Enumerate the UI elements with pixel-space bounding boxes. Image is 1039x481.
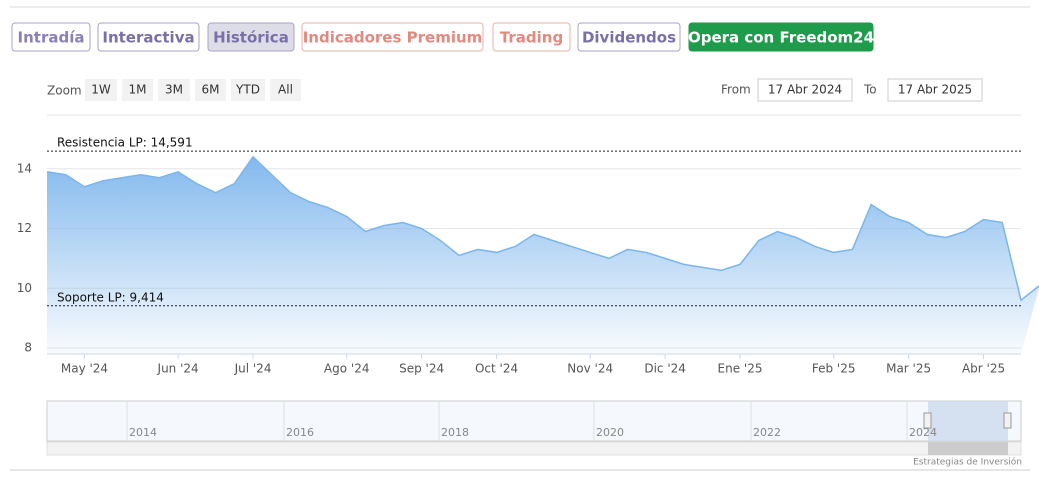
to-label: To	[863, 83, 877, 97]
x-tick-label: Nov '24	[567, 362, 613, 376]
navigator-year: 2024	[909, 426, 937, 439]
tab[interactable]	[11, 22, 91, 52]
tab-label[interactable]: Indicadores Premium	[303, 29, 483, 47]
from-label: From	[721, 83, 751, 97]
y-tick-label: 8	[24, 341, 32, 355]
zoom-button[interactable]	[85, 79, 117, 101]
tab-label[interactable]: Trading	[500, 29, 563, 47]
navigator-year: 2020	[596, 426, 624, 439]
navigator-handle[interactable]	[923, 412, 932, 429]
x-tick-label: Dic '24	[644, 362, 686, 376]
zoom-button-label[interactable]: 6M	[202, 83, 220, 97]
from-date[interactable]: 17 Abr 2024	[768, 83, 842, 97]
zoom-button[interactable]	[158, 79, 190, 101]
to-date[interactable]: 17 Abr 2025	[898, 83, 972, 97]
scrollbar[interactable]	[46, 441, 1022, 456]
navigator-year: 2014	[129, 426, 157, 439]
y-tick-label: 12	[17, 221, 32, 235]
tab[interactable]	[301, 22, 484, 52]
tab-label[interactable]: Interactiva	[102, 29, 194, 47]
navigator-year: 2016	[286, 426, 314, 439]
level-label: Resistencia LP: 14,591	[57, 136, 193, 150]
navigator-selection	[928, 401, 1008, 441]
navigator-handle[interactable]	[1003, 412, 1012, 429]
x-tick-label: Ene '25	[718, 362, 763, 376]
zoom-button[interactable]	[270, 79, 301, 101]
x-tick-label: Mar '25	[886, 362, 931, 376]
navigator-year: 2022	[753, 426, 781, 439]
credit: Estrategias de Inversión	[913, 457, 1022, 468]
x-tick-label: May '24	[61, 362, 108, 376]
x-tick-label: Sep '24	[399, 362, 444, 376]
tab[interactable]	[492, 22, 571, 52]
scrollbar-thumb[interactable]	[928, 442, 1008, 455]
x-tick-label: Jul '24	[234, 362, 272, 376]
x-tick-label: Ago '24	[324, 362, 370, 376]
zoom-button-label[interactable]: YTD	[235, 83, 260, 97]
zoom-button[interactable]	[231, 79, 265, 101]
tab[interactable]	[97, 22, 200, 52]
zoom-button[interactable]	[195, 79, 226, 101]
zoom-button-label[interactable]: 3M	[165, 83, 183, 97]
area	[47, 156, 1039, 354]
tab[interactable]	[577, 22, 681, 52]
line	[46, 155, 1039, 302]
tab[interactable]	[207, 22, 295, 52]
x-tick-label: Oct '24	[475, 362, 518, 376]
zoom-button-label[interactable]: All	[278, 83, 293, 97]
zoom-button-label[interactable]: 1W	[91, 83, 111, 97]
date-input[interactable]	[757, 78, 853, 102]
navigator	[46, 400, 1022, 442]
tab-label[interactable]: Dividendos	[582, 29, 676, 47]
y-tick-label: 10	[17, 281, 32, 295]
zoom-button[interactable]	[122, 79, 153, 101]
level-label: Soporte LP: 9,414	[57, 290, 164, 304]
x-tick-label: Abr '25	[962, 362, 1005, 376]
zoom-button-label[interactable]: 1M	[129, 83, 147, 97]
tab-label[interactable]: Opera con Freedom24	[688, 29, 874, 47]
x-tick-label: Feb '25	[812, 362, 856, 376]
zoom-label: Zoom	[47, 84, 82, 98]
y-tick-label: 14	[17, 161, 32, 175]
tab-label[interactable]: Intradía	[18, 29, 85, 47]
navigator-year: 2018	[441, 426, 469, 439]
date-input[interactable]	[887, 78, 983, 102]
tab-label[interactable]: Histórica	[213, 29, 289, 47]
tab[interactable]	[688, 22, 874, 52]
x-tick-label: Jun '24	[157, 362, 199, 376]
